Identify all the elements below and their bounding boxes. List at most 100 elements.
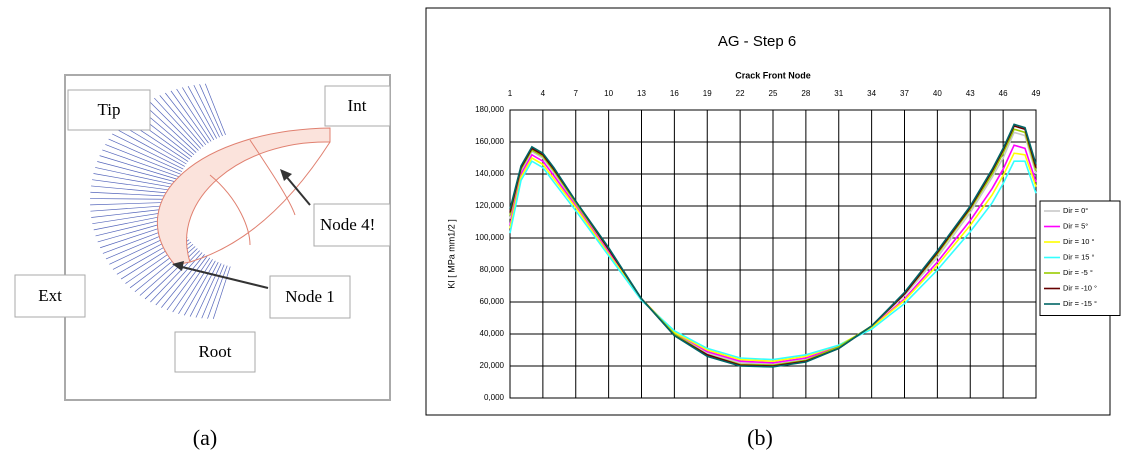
legend-label: Dir = -15 ° [1063, 299, 1097, 308]
series-line [509, 152, 1037, 363]
label-box [313, 203, 391, 247]
fan-line [99, 155, 179, 180]
y-tick-label: 20,000 [480, 361, 505, 370]
fan-line [102, 149, 180, 178]
y-tick-label: 60,000 [480, 297, 505, 306]
fan-line [176, 88, 212, 142]
plot-border [509, 109, 1037, 399]
fan-line [115, 128, 185, 167]
fan-lines [90, 83, 231, 319]
x-tick-label: 4 [541, 89, 546, 98]
y-tick-label: 40,000 [480, 329, 505, 338]
fan-line [143, 103, 197, 153]
x-tick-label: 46 [999, 89, 1008, 98]
y-tick-label: 140,000 [475, 169, 504, 178]
x-tick-label: 34 [867, 89, 876, 98]
fan-line [105, 144, 181, 175]
arrow [177, 265, 269, 289]
label-box [67, 89, 151, 131]
fan-line [91, 185, 176, 194]
legend-label: Dir = -5 ° [1063, 268, 1093, 277]
legend-label: Dir = -10 ° [1063, 283, 1097, 292]
fan-line [119, 123, 187, 165]
fan-line [166, 255, 208, 311]
series-line [509, 144, 1037, 364]
label-box [324, 85, 391, 127]
y-tick-label: 0,000 [484, 393, 505, 402]
fan-line [90, 198, 176, 200]
label-box [174, 331, 256, 373]
label-box [269, 275, 351, 319]
fan-line [97, 161, 178, 183]
x-tick-label: 19 [703, 89, 712, 98]
fan-line [92, 179, 176, 192]
arrowhead [280, 169, 292, 181]
chart-title: AG - Step 6 [718, 33, 796, 50]
fan-line [154, 97, 202, 149]
y-tick-label: 180,000 [475, 105, 504, 114]
caption: (b) [747, 425, 773, 450]
y-axis-label: KI [ MPa mm1/2 ] [446, 219, 456, 289]
y-tick-label: 120,000 [475, 201, 504, 210]
x-tick-label: 16 [670, 89, 679, 98]
fan-line [112, 133, 184, 170]
diagram-label: Tip [97, 100, 120, 119]
series-line [509, 123, 1037, 368]
x-tick-label: 25 [769, 89, 778, 98]
fan-line [182, 87, 215, 141]
x-tick-label: 13 [637, 89, 646, 98]
fan-line [178, 259, 213, 315]
arrowhead [172, 261, 184, 271]
diagram-label: Ext [38, 286, 62, 305]
x-tick-label: 43 [966, 89, 975, 98]
fan-line [172, 257, 211, 313]
crack-surface [156, 127, 331, 266]
arrow [284, 174, 311, 206]
fan-line [148, 100, 199, 151]
x-tick-label: 7 [574, 89, 579, 98]
mesh-lines [189, 139, 331, 263]
legend-label: Dir = 15 ° [1063, 252, 1095, 261]
x-tick-label: 28 [801, 89, 810, 98]
fan-line [187, 85, 217, 139]
x-tick-label: 10 [604, 89, 613, 98]
diagram-label: Int [348, 96, 367, 115]
y-tick-label: 160,000 [475, 137, 504, 146]
x-tick-label: 49 [1032, 89, 1041, 98]
diagram: Tip Int Node 4! Ext Node 1 Root [14, 74, 391, 401]
fan-line [93, 173, 177, 189]
diagram-label: Root [198, 342, 231, 361]
caption: (a) [193, 425, 217, 450]
fan-line [195, 263, 222, 318]
x-tick-label: 1 [508, 89, 513, 98]
fan-line [201, 264, 225, 319]
fan-line [183, 260, 216, 316]
fan-line [155, 252, 203, 306]
x-tick-label: 22 [736, 89, 745, 98]
y-tick-label: 100,000 [475, 233, 504, 242]
label-box [14, 274, 86, 318]
legend-label: Dir = 5° [1063, 221, 1088, 230]
fan-line [199, 84, 223, 137]
plot: 0,000 20,000 40,000 60,000 80,000 100,000 120,… [475, 89, 1121, 402]
fan-line [204, 83, 226, 136]
x-tick-label: 37 [900, 89, 909, 98]
diagram-label: Node 1 [285, 287, 335, 306]
fan-line [159, 95, 204, 147]
fan-line [161, 254, 205, 308]
x-tick-label: 31 [834, 89, 843, 98]
y-tick-label: 80,000 [480, 265, 505, 274]
fan-line [207, 265, 228, 319]
fan-line [108, 138, 183, 172]
legend-label: Dir = 0° [1063, 206, 1088, 215]
diagram-label: Node 4! [320, 215, 375, 234]
legend-label: Dir = 10 ° [1063, 237, 1095, 246]
fan-line [165, 92, 207, 146]
fan-line [212, 266, 231, 319]
fan-line [95, 167, 177, 186]
x-axis-label: Crack Front Node [735, 70, 811, 80]
fan-line [90, 191, 176, 197]
chart-frame [425, 7, 1111, 416]
fan-line [193, 84, 220, 138]
